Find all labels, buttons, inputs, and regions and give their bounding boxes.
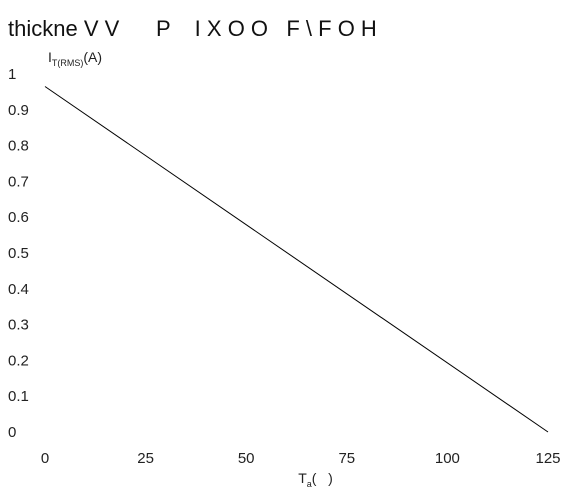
y-axis-label-main: I <box>48 49 52 65</box>
x-axis-label-unit: ( ) <box>312 470 333 486</box>
y-tick-label: 0.4 <box>8 281 29 298</box>
y-axis-label-unit: (A) <box>83 49 102 65</box>
y-axis-label: IT(RMS)(A) <box>48 49 102 68</box>
y-tick-label: 1 <box>8 66 16 83</box>
y-tick-label: 0.5 <box>8 245 29 262</box>
y-tick-label: 0.6 <box>8 209 29 226</box>
y-tick-label: 0.8 <box>8 138 29 155</box>
x-tick-label: 125 <box>535 450 560 467</box>
x-tick-label: 75 <box>338 450 355 467</box>
y-tick-label: 0 <box>8 424 16 441</box>
y-axis-label-sub: T(RMS) <box>52 58 84 68</box>
x-tick-labels: 0 25 50 75 100 125 <box>41 450 561 467</box>
y-tick-label: 0.2 <box>8 352 29 369</box>
y-tick-label: 0.9 <box>8 102 29 119</box>
series-group <box>44 86 549 433</box>
y-tick-labels: 0 0.1 0.2 0.3 0.4 0.5 0.6 0.7 0.8 0.9 1 <box>8 66 29 441</box>
x-tick-label: 25 <box>137 450 154 467</box>
x-tick-label: 50 <box>238 450 255 467</box>
x-axis-label-main: T <box>298 470 307 486</box>
y-tick-label: 0.7 <box>8 173 29 190</box>
x-axis-label-sub: a <box>307 479 312 489</box>
y-tick-label: 0.1 <box>8 388 29 405</box>
series-line <box>44 86 549 433</box>
chart-title: thickne V V P I X O O F \ F O H <box>8 16 377 41</box>
y-tick-label: 0.3 <box>8 317 29 334</box>
x-tick-label: 0 <box>41 450 49 467</box>
x-tick-label: 100 <box>435 450 460 467</box>
x-axis-label: Ta( ) <box>279 470 344 489</box>
